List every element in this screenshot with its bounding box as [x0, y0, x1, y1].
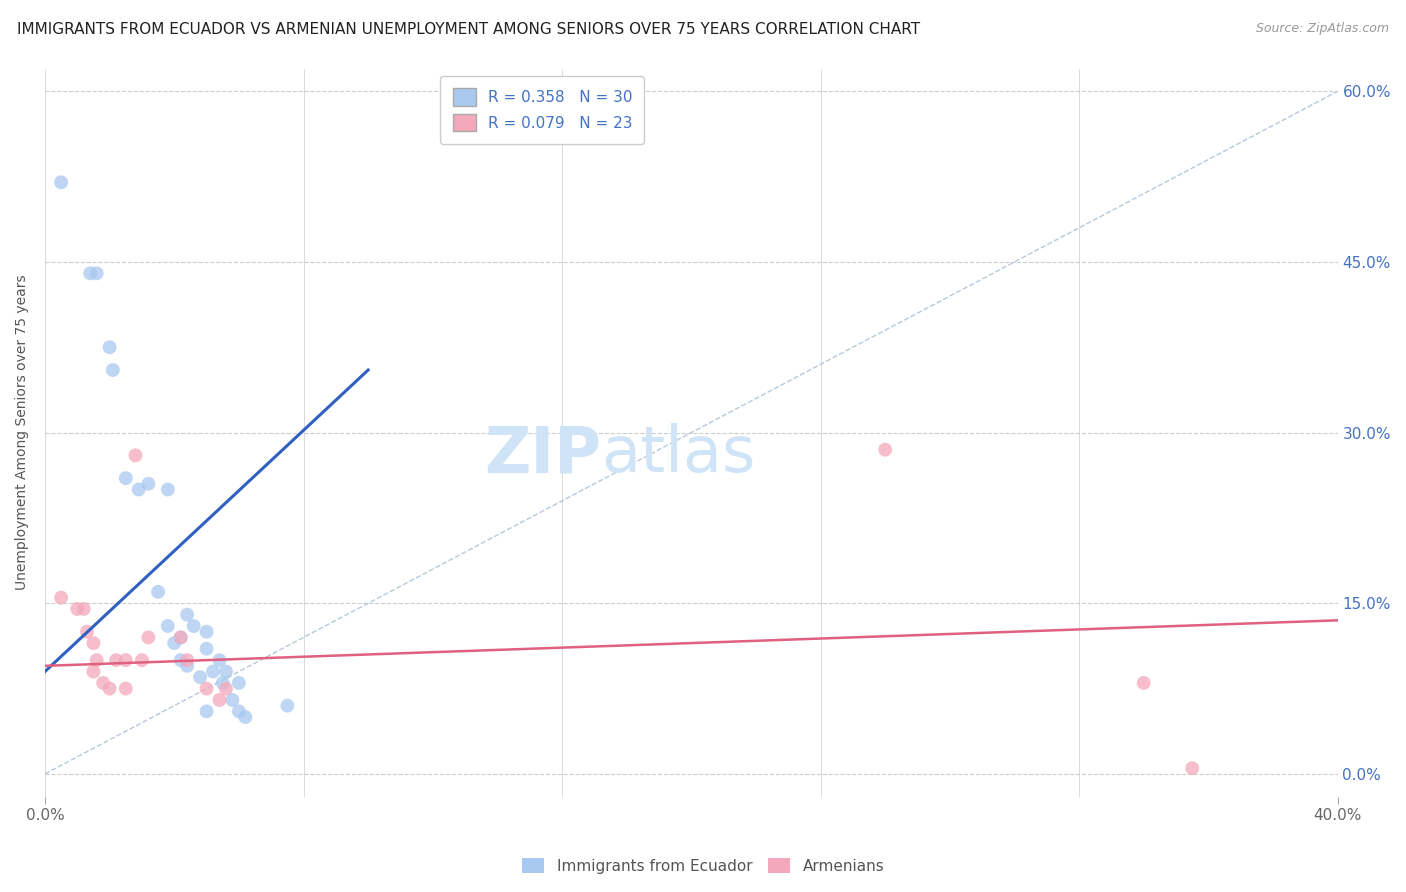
Point	[233, 710, 256, 724]
Point	[49, 175, 72, 189]
Point	[208, 693, 231, 707]
Point	[202, 665, 225, 679]
Point	[276, 698, 298, 713]
Point	[228, 704, 250, 718]
Point	[170, 653, 193, 667]
Point	[124, 448, 146, 462]
Point	[188, 670, 211, 684]
Point	[156, 619, 179, 633]
Point	[1181, 761, 1204, 775]
Point	[1132, 676, 1154, 690]
Point	[98, 340, 121, 354]
Point	[170, 631, 193, 645]
Y-axis label: Unemployment Among Seniors over 75 years: Unemployment Among Seniors over 75 years	[15, 275, 30, 591]
Point	[176, 658, 198, 673]
Point	[114, 471, 136, 485]
Point	[79, 266, 101, 280]
Text: ZIP: ZIP	[484, 424, 600, 485]
Point	[195, 704, 218, 718]
Legend: R = 0.358   N = 30, R = 0.079   N = 23: R = 0.358 N = 30, R = 0.079 N = 23	[440, 76, 644, 144]
Point	[211, 676, 233, 690]
Point	[82, 665, 104, 679]
Point	[163, 636, 186, 650]
Point	[195, 681, 218, 696]
Point	[176, 653, 198, 667]
Point	[208, 653, 231, 667]
Point	[86, 653, 108, 667]
Point	[215, 665, 238, 679]
Point	[131, 653, 153, 667]
Point	[73, 602, 96, 616]
Text: Source: ZipAtlas.com: Source: ZipAtlas.com	[1256, 22, 1389, 36]
Point	[215, 681, 238, 696]
Point	[128, 483, 150, 497]
Point	[114, 681, 136, 696]
Point	[138, 476, 160, 491]
Point	[91, 676, 114, 690]
Point	[170, 631, 193, 645]
Point	[101, 363, 124, 377]
Text: atlas: atlas	[600, 424, 755, 485]
Text: IMMIGRANTS FROM ECUADOR VS ARMENIAN UNEMPLOYMENT AMONG SENIORS OVER 75 YEARS COR: IMMIGRANTS FROM ECUADOR VS ARMENIAN UNEM…	[17, 22, 920, 37]
Point	[105, 653, 128, 667]
Point	[228, 676, 250, 690]
Point	[114, 653, 136, 667]
Point	[138, 631, 160, 645]
Point	[82, 636, 104, 650]
Point	[86, 266, 108, 280]
Point	[66, 602, 89, 616]
Point	[146, 585, 169, 599]
Legend: Immigrants from Ecuador, Armenians: Immigrants from Ecuador, Armenians	[516, 852, 890, 880]
Point	[76, 624, 98, 639]
Point	[176, 607, 198, 622]
Point	[195, 624, 218, 639]
Point	[875, 442, 897, 457]
Point	[183, 619, 205, 633]
Point	[98, 681, 121, 696]
Point	[156, 483, 179, 497]
Point	[49, 591, 72, 605]
Point	[195, 641, 218, 656]
Point	[221, 693, 243, 707]
